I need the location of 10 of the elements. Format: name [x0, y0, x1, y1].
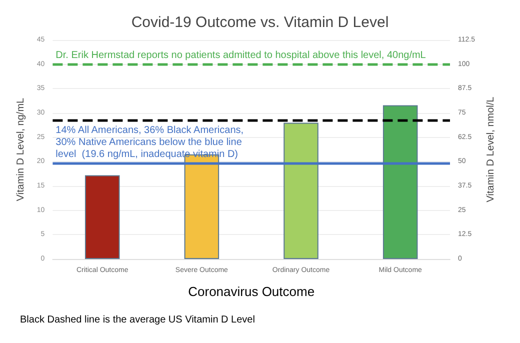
ref-line-label: Dr. Erik Hermstad reports no patients admitted to hospital above this level, 40ng/mL: [56, 50, 426, 61]
y-axis-title: Vitamin D Level, ng/mL: [16, 97, 26, 202]
y2-axis-title: Vitamin D Level, nmol/L: [486, 96, 496, 202]
ref-line-label: 14% All Americans, 36% Black Americans, 30% Native Americans below the blue line level (19.6 ng/mL, inadequate vitamin D): [56, 125, 244, 160]
chart-title: Covid-19 Outcome vs. Vitamin D Level: [131, 14, 389, 31]
x-axis-title: Coronavirus Outcome: [188, 284, 315, 299]
bar: [284, 122, 318, 259]
text: Black Dashed line is the average US Vitamin D Level: [20, 314, 255, 326]
bar: [382, 105, 418, 259]
bar: [84, 175, 120, 259]
